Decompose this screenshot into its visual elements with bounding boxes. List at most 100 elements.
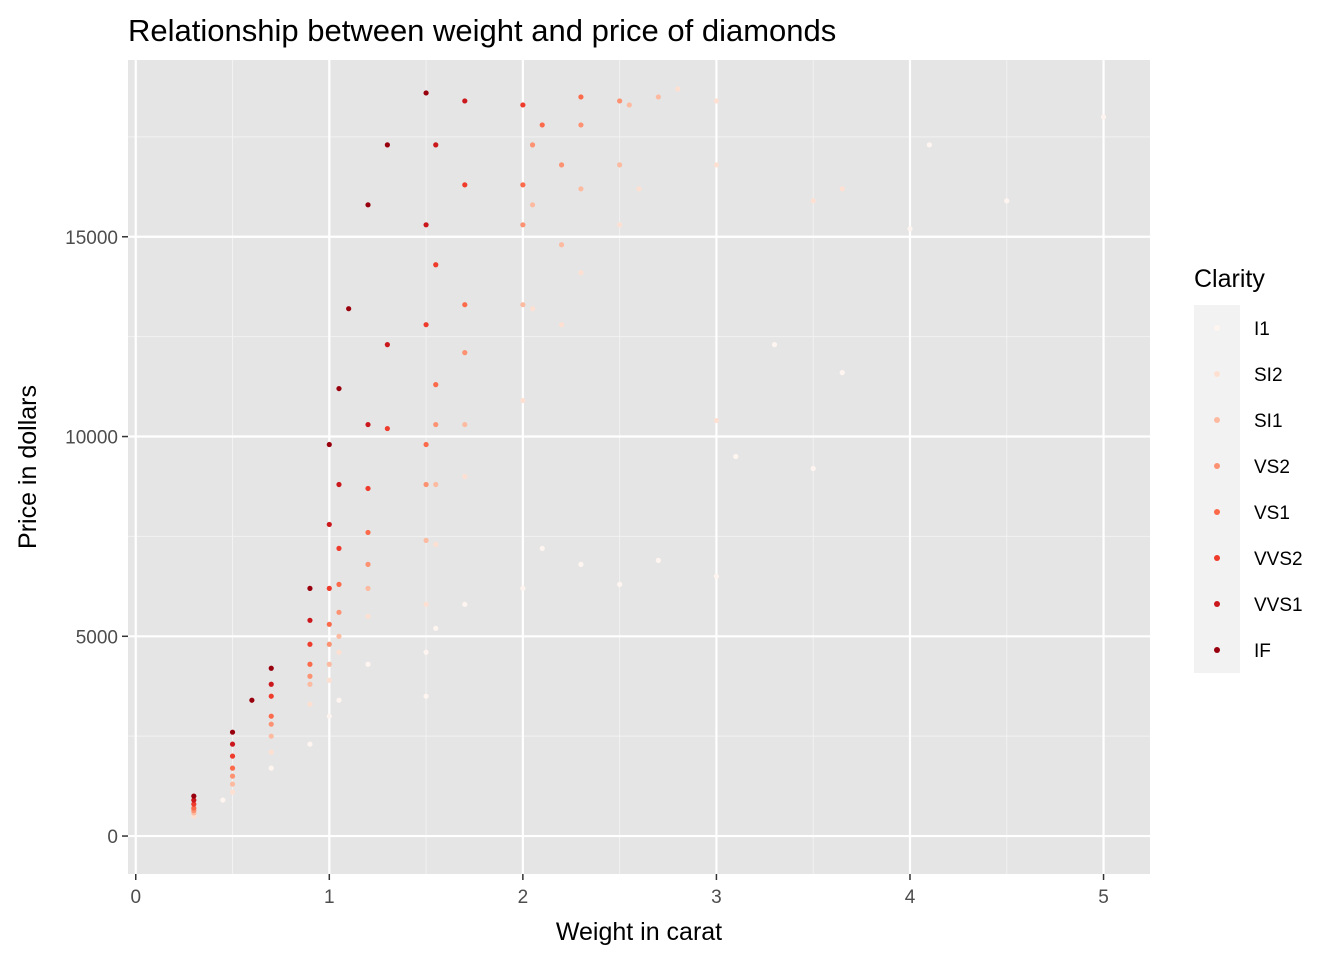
data-point (268, 693, 274, 699)
legend-label: VS1 (1254, 503, 1290, 524)
data-point (462, 601, 468, 607)
legend-item-vs2: VS2 (1214, 457, 1290, 478)
data-point (268, 765, 274, 771)
legend-label: VS2 (1254, 457, 1290, 478)
data-point (733, 453, 739, 460)
data-point (520, 182, 526, 188)
data-point (365, 529, 371, 536)
legend-key-point (1214, 601, 1220, 607)
data-point (558, 242, 565, 248)
data-point (423, 222, 429, 228)
data-point (326, 441, 332, 448)
data-point (346, 306, 352, 312)
chart-title: Relationship between weight and price of… (128, 13, 836, 48)
data-point (365, 485, 371, 492)
x-tick-label: 3 (711, 887, 722, 908)
x-tick-label: 2 (518, 887, 529, 908)
data-point (326, 621, 332, 627)
series-vs1 (191, 94, 584, 811)
data-points (191, 86, 1107, 819)
data-point (336, 697, 342, 703)
data-point (520, 302, 526, 308)
data-point (433, 142, 439, 148)
data-point (268, 681, 274, 687)
data-point (675, 86, 681, 92)
x-tick-label: 0 (130, 887, 141, 908)
series-si1 (191, 94, 661, 816)
data-point (365, 585, 371, 591)
data-point (326, 661, 332, 667)
data-point (771, 342, 778, 348)
data-point (268, 713, 274, 719)
data-point (229, 781, 236, 787)
legend-key-background (1194, 305, 1240, 673)
data-point (326, 677, 332, 683)
series-if (191, 90, 429, 799)
data-point (655, 557, 661, 563)
data-point (191, 797, 197, 803)
data-point (578, 94, 584, 100)
data-point (462, 182, 468, 188)
data-point (365, 613, 371, 619)
legend-item-vvs2: VVS2 (1214, 549, 1303, 570)
data-point (384, 142, 390, 148)
data-point (462, 302, 468, 308)
data-point (578, 186, 584, 192)
data-point (326, 585, 332, 591)
legend-label: SI1 (1254, 411, 1283, 432)
x-tick-label: 4 (905, 887, 916, 908)
data-point (229, 753, 236, 759)
legend-key-point (1214, 463, 1220, 469)
data-point (462, 473, 468, 480)
legend-key-point (1214, 555, 1220, 561)
data-point (336, 581, 342, 587)
legend-label: IF (1254, 641, 1271, 662)
data-point (626, 102, 632, 108)
data-point (529, 202, 536, 208)
data-point (336, 609, 342, 615)
x-tick-label: 5 (1098, 887, 1109, 908)
data-point (433, 481, 439, 488)
data-point (229, 729, 236, 735)
data-point (539, 545, 545, 552)
data-point (578, 122, 584, 128)
data-point (229, 765, 236, 771)
data-point (307, 673, 313, 679)
legend-item-si2: SI2 (1214, 365, 1283, 386)
data-point (423, 90, 429, 96)
legend-key-point (1214, 325, 1220, 331)
data-point (307, 681, 313, 687)
data-point (307, 641, 313, 647)
data-point (713, 573, 720, 579)
data-point (558, 162, 565, 168)
data-point (307, 741, 313, 747)
legend-item-si1: SI1 (1214, 411, 1283, 432)
data-point (713, 98, 720, 104)
data-point (839, 186, 845, 192)
series-si2 (191, 86, 845, 819)
data-point (539, 122, 545, 128)
minor-gridlines (128, 60, 1150, 874)
data-point (229, 789, 236, 795)
data-point (423, 537, 429, 544)
legend-label: SI2 (1254, 365, 1283, 386)
series-vvs1 (191, 98, 468, 803)
data-point (839, 370, 845, 376)
y-tick-label: 15000 (65, 228, 118, 249)
data-point (229, 773, 236, 779)
data-point (384, 425, 390, 432)
data-point (433, 262, 439, 268)
legend-item-vvs1: VVS1 (1214, 595, 1303, 616)
data-point (307, 617, 313, 623)
data-point (617, 98, 623, 104)
data-point (655, 94, 661, 100)
data-point (326, 713, 332, 719)
legend: Clarity I1 SI2 SI1 VS2 VS1 VVS2 VVS1 IF (1194, 265, 1303, 673)
y-axis-title: Price in dollars (14, 385, 42, 549)
legend-item-vs1: VS1 (1214, 503, 1290, 524)
data-point (462, 98, 468, 104)
data-point (520, 397, 526, 404)
data-point (462, 350, 468, 356)
data-point (433, 541, 439, 548)
x-axis: 0 1 2 3 4 5 (130, 874, 1109, 908)
